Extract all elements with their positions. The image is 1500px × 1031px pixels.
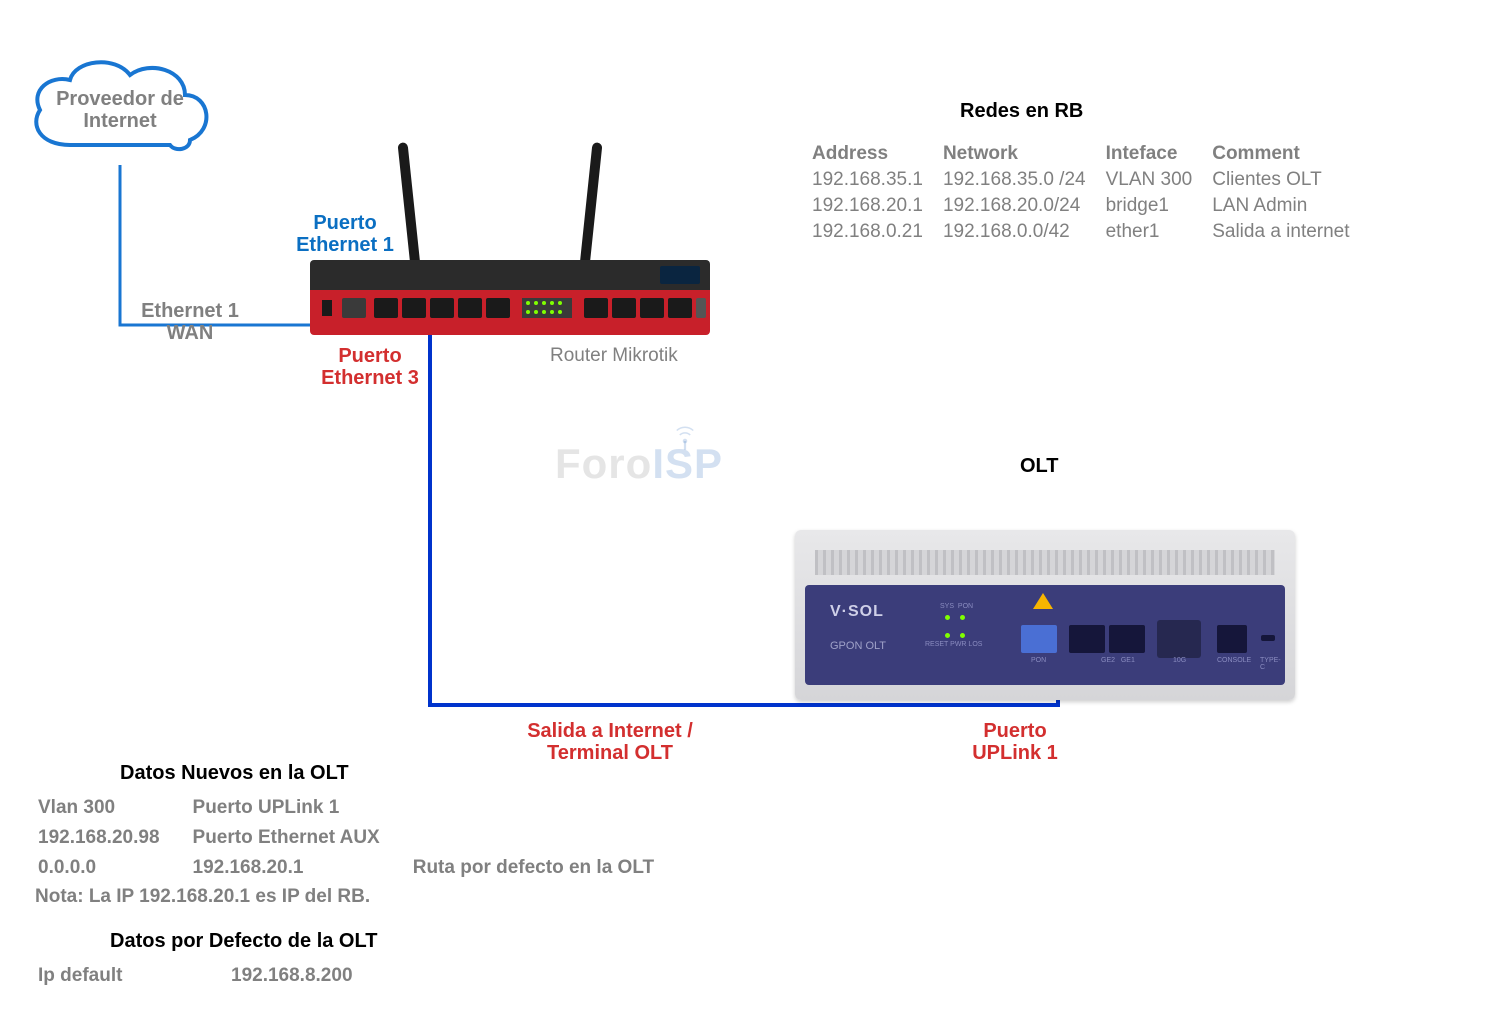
label-uplink: PuertoUPLink 1	[935, 720, 1095, 764]
eth-port-icon	[486, 298, 510, 318]
pon-port-icon	[1021, 625, 1057, 653]
label-puerto-eth1: PuertoEthernet 1	[275, 212, 415, 256]
cloud-label-1: Proveedor de	[56, 88, 184, 110]
led-block-icon	[522, 298, 572, 318]
olt-vent-icon	[815, 550, 1275, 575]
warning-icon	[1033, 593, 1053, 609]
col-comment: Comment	[1212, 142, 1367, 166]
console-port-icon	[1217, 625, 1247, 653]
col-interface: Inteface	[1106, 142, 1211, 166]
redes-table: Address Network Inteface Comment 192.168…	[810, 140, 1370, 246]
eth-port-icon	[430, 298, 454, 318]
olt-title: OLT	[1020, 455, 1059, 478]
eth-port-icon	[374, 298, 398, 318]
eth-port-icon	[696, 298, 706, 318]
sfp-port-icon	[342, 298, 366, 318]
info-row: 0.0.0.0192.168.20.1Ruta por defecto en l…	[37, 854, 684, 882]
watermark-antenna-icon	[670, 420, 700, 450]
info-row: Vlan 300Puerto UPLink 1	[37, 794, 684, 822]
sfp-slot-icon	[1157, 620, 1201, 658]
col-network: Network	[943, 142, 1104, 166]
datos-defecto-title: Datos por Defecto de la OLT	[110, 928, 686, 954]
eth-port-icon	[640, 298, 664, 318]
usb-port-icon	[322, 300, 332, 316]
eth-port-icon	[584, 298, 608, 318]
col-address: Address	[812, 142, 941, 166]
table-row: 192.168.20.1 192.168.20.0/24 bridge1 LAN…	[812, 194, 1368, 218]
cloud-isp: Proveedor de Internet	[20, 50, 220, 170]
olt-logo: V·SOL	[830, 603, 884, 621]
label-salida-internet: Salida a Internet /Terminal OLT	[485, 720, 735, 764]
label-puerto-eth3: PuertoEthernet 3	[300, 345, 440, 389]
label-eth1-wan: Ethernet 1WAN	[100, 300, 280, 344]
table-header-row: Address Network Inteface Comment	[812, 142, 1368, 166]
router-mikrotik	[310, 260, 710, 340]
eth-port-icon	[402, 298, 426, 318]
eth-port-icon	[668, 298, 692, 318]
eth-port-icon	[458, 298, 482, 318]
olt-sublabel: GPON OLT	[830, 640, 886, 652]
olt-device: V·SOL GPON OLT SYS PON RESET PWR LOS PON…	[795, 530, 1295, 700]
info-row: Ip default192.168.8.200	[37, 962, 383, 990]
redes-title: Redes en RB	[960, 100, 1083, 123]
info-block: Datos Nuevos en la OLT Vlan 300Puerto UP…	[35, 760, 686, 992]
label-router-name: Router Mikrotik	[550, 345, 678, 367]
table-row: 192.168.0.21 192.168.0.0/42 ether1 Salid…	[812, 220, 1368, 244]
cloud-label-2: Internet	[83, 110, 156, 132]
ge-port-icon	[1069, 625, 1105, 653]
ge-port-icon	[1109, 625, 1145, 653]
eth-port-icon	[612, 298, 636, 318]
datos-nuevos-title: Datos Nuevos en la OLT	[120, 760, 686, 786]
typec-port-icon	[1261, 635, 1275, 641]
info-nota: Nota: La IP 192.168.20.1 es IP del RB.	[35, 884, 686, 910]
router-display-icon	[660, 266, 700, 284]
info-row: 192.168.20.98Puerto Ethernet AUX	[37, 824, 684, 852]
table-row: 192.168.35.1 192.168.35.0 /24 VLAN 300 C…	[812, 168, 1368, 192]
